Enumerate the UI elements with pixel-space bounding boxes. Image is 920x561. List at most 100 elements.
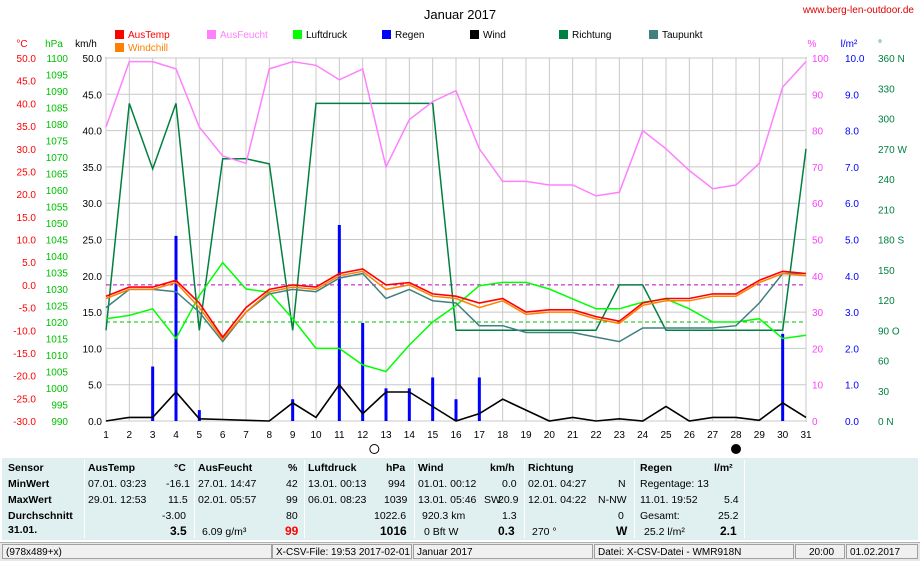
tick-celsius: 0.0: [22, 281, 36, 292]
hum-max-date: 02.01. 05:57: [198, 494, 257, 506]
tick-hpa: 1055: [46, 203, 69, 214]
row-avg-label: Durchschnitt: [8, 510, 73, 522]
tick-rain: 7.0: [845, 163, 859, 174]
rain-bar: [151, 366, 155, 421]
tick-celsius: 5.0: [22, 258, 36, 269]
hum-max: 99: [286, 494, 298, 506]
tick-percent: 0: [812, 417, 818, 428]
hum-min-date: 27.01. 14:47: [198, 478, 257, 490]
tick-day: 30: [777, 430, 789, 441]
tick-kmh: 20.0: [83, 272, 103, 283]
rain-days: Regentage: 13: [640, 478, 709, 490]
series-line-ausfeucht: [105, 60, 807, 197]
tick-kmh: 15.0: [83, 308, 103, 319]
tick-kmh: 10.0: [83, 344, 103, 355]
tick-hpa: 1070: [46, 153, 69, 164]
legend-label: Regen: [395, 30, 424, 41]
tick-hpa: 1065: [46, 170, 69, 181]
press-min: 994: [388, 478, 406, 490]
tick-direction: 150: [878, 266, 895, 277]
tick-day: 5: [197, 430, 203, 441]
tick-celsius: 25.0: [17, 167, 37, 178]
tick-day: 17: [474, 430, 486, 441]
series-line-wind: [105, 383, 807, 422]
tick-hpa: 1080: [46, 120, 69, 131]
press-avg: 1022.6: [374, 510, 407, 522]
axis-unit-hpa: hPa: [45, 39, 63, 50]
legend-label: Windchill: [128, 43, 168, 54]
tick-day: 11: [334, 430, 345, 441]
dir-max: N-NW: [598, 494, 627, 506]
tick-rain: 9.0: [845, 90, 859, 101]
rain-bar: [197, 410, 201, 421]
header-hum: AusFeucht: [198, 462, 253, 474]
tick-celsius: 15.0: [17, 213, 37, 224]
tick-hpa: 1035: [46, 269, 69, 280]
statistics-panel: Sensor MinWert MaxWert Durchschnitt 31.0…: [2, 458, 918, 540]
rain-bar: [384, 388, 388, 421]
tick-direction: 330: [878, 84, 895, 95]
wind-avg: 1.3: [502, 510, 517, 522]
tick-direction: 0 N: [878, 417, 894, 428]
tick-direction: 360 N: [878, 54, 905, 65]
tick-day: 23: [614, 430, 626, 441]
tick-kmh: 45.0: [83, 90, 103, 101]
dir-min: N: [618, 478, 626, 490]
tick-day: 19: [520, 430, 532, 441]
series-line-richtung: [105, 102, 807, 332]
tick-celsius: -20.0: [13, 372, 36, 383]
website-link[interactable]: www.berg-len-outdoor.de: [802, 5, 914, 16]
axis-unit-percent: %: [808, 39, 817, 50]
tick-celsius: -25.0: [13, 394, 36, 405]
legend-swatch: [115, 30, 124, 39]
tick-direction: 30: [878, 387, 890, 398]
rain-bar: [477, 377, 481, 421]
tick-day: 29: [754, 430, 766, 441]
legend-swatch: [207, 30, 216, 39]
legend-swatch: [649, 30, 658, 39]
tick-celsius: -30.0: [13, 417, 36, 428]
legend-label: Taupunkt: [662, 30, 703, 41]
tick-hpa: 1015: [46, 335, 69, 346]
tick-day: 18: [497, 430, 509, 441]
legend-label: Richtung: [572, 30, 611, 41]
header-press-unit: hPa: [386, 462, 406, 474]
tick-hpa: 1050: [46, 219, 69, 230]
tick-hpa: 1100: [46, 54, 68, 65]
temp-min-date: 07.01. 03:23: [88, 478, 147, 490]
tick-day: 1: [103, 430, 109, 441]
tick-percent: 80: [812, 127, 824, 138]
tick-percent: 60: [812, 199, 824, 210]
press-min-date: 13.01. 00:13: [308, 478, 367, 490]
wind-distance: 920.3 km: [422, 510, 466, 522]
series-line-austemp: [105, 268, 807, 339]
dir-max-date: 12.01. 04:22: [528, 494, 587, 506]
tick-rain: 2.0: [845, 344, 859, 355]
row-date-label: 31.01.: [8, 524, 38, 536]
wind-max-date: 13.01. 05:46: [418, 494, 477, 506]
tick-celsius: 45.0: [17, 77, 37, 88]
rain-total-label: Gesamt:: [640, 510, 680, 522]
rain-total: 25.2: [718, 510, 739, 522]
tick-hpa: 1005: [46, 368, 69, 379]
legend-swatch: [115, 43, 124, 52]
rain-bar: [407, 388, 411, 421]
tick-hpa: 1075: [46, 137, 69, 148]
tick-celsius: 50.0: [17, 54, 37, 65]
tick-rain: 3.0: [845, 308, 859, 319]
legend-label: AusTemp: [128, 30, 170, 41]
tick-celsius: -10.0: [13, 326, 36, 337]
legend-label: Luftdruck: [306, 30, 348, 41]
tick-kmh: 25.0: [83, 236, 103, 247]
tick-day: 27: [707, 430, 719, 441]
tick-day: 15: [427, 430, 439, 441]
temp-max: 11.5: [168, 494, 188, 506]
tick-direction: 180 S: [878, 236, 904, 247]
wind-max: 20.9: [498, 494, 519, 506]
tick-rain: 6.0: [845, 199, 859, 210]
tick-day: 22: [590, 430, 602, 441]
header-temp: AusTemp: [88, 462, 136, 474]
tick-direction: 210: [878, 205, 895, 216]
tick-day: 16: [450, 430, 462, 441]
tick-hpa: 1020: [46, 318, 69, 329]
